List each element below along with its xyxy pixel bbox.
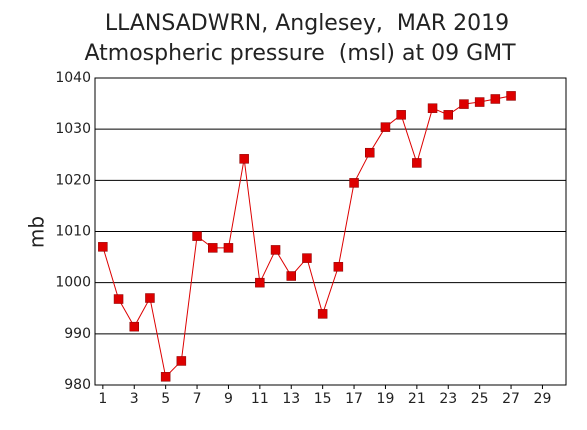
data-point [302,253,312,263]
data-point [192,231,202,241]
x-tick-label: 13 [282,391,300,407]
data-point [365,147,375,158]
y-tick-label: 1010 [55,224,91,240]
x-tick-label: 11 [251,391,269,407]
x-tick-label: 15 [314,391,332,407]
data-point [286,271,296,281]
y-tick-label: 980 [64,377,91,393]
y-tick-label: 1000 [55,275,91,291]
data-point [255,277,265,288]
x-tick-label: 5 [161,391,170,407]
data-point [333,262,344,272]
data-point [474,97,485,107]
chart-title: LLANSADWRN, Anglesey, MAR 2019 [105,11,509,36]
data-point [176,356,187,366]
data-point [427,103,438,113]
data-point [113,294,124,304]
y-tick-label: 1030 [55,121,91,137]
data-point [396,110,406,120]
y-axis-label: mb [25,216,49,248]
y-tick-label: 1020 [55,172,91,188]
y-tick-label: 1040 [55,70,91,86]
x-tick-label: 21 [408,391,426,407]
data-point [145,293,155,303]
data-point [506,91,516,101]
x-tick-label: 19 [377,391,395,407]
x-tick-label: 1 [98,391,107,407]
data-point [160,372,171,382]
x-tick-label: 9 [224,391,233,407]
data-point [208,243,218,253]
x-tick-label: 7 [193,391,202,407]
data-point [239,154,249,164]
plot-frame [94,77,567,386]
data-point [459,99,469,109]
data-point [490,94,501,104]
x-tick-label: 27 [502,391,520,407]
data-point [98,242,108,252]
x-tick-label: 25 [471,391,489,407]
chart-subtitle: Atmospheric pressure (msl) at 09 GMT [84,41,516,66]
data-point [129,321,139,332]
y-tick-label: 990 [64,326,91,342]
data-point [443,110,453,120]
data-point [412,158,422,168]
x-tick-label: 29 [534,391,552,407]
data-point [223,243,234,253]
x-tick-label: 23 [439,391,457,407]
data-point [317,309,328,319]
data-line [102,95,512,378]
data-point [380,122,391,132]
data-point [349,178,359,188]
x-tick-label: 17 [345,391,363,407]
x-tick-label: 3 [130,391,139,407]
data-point [270,245,281,255]
